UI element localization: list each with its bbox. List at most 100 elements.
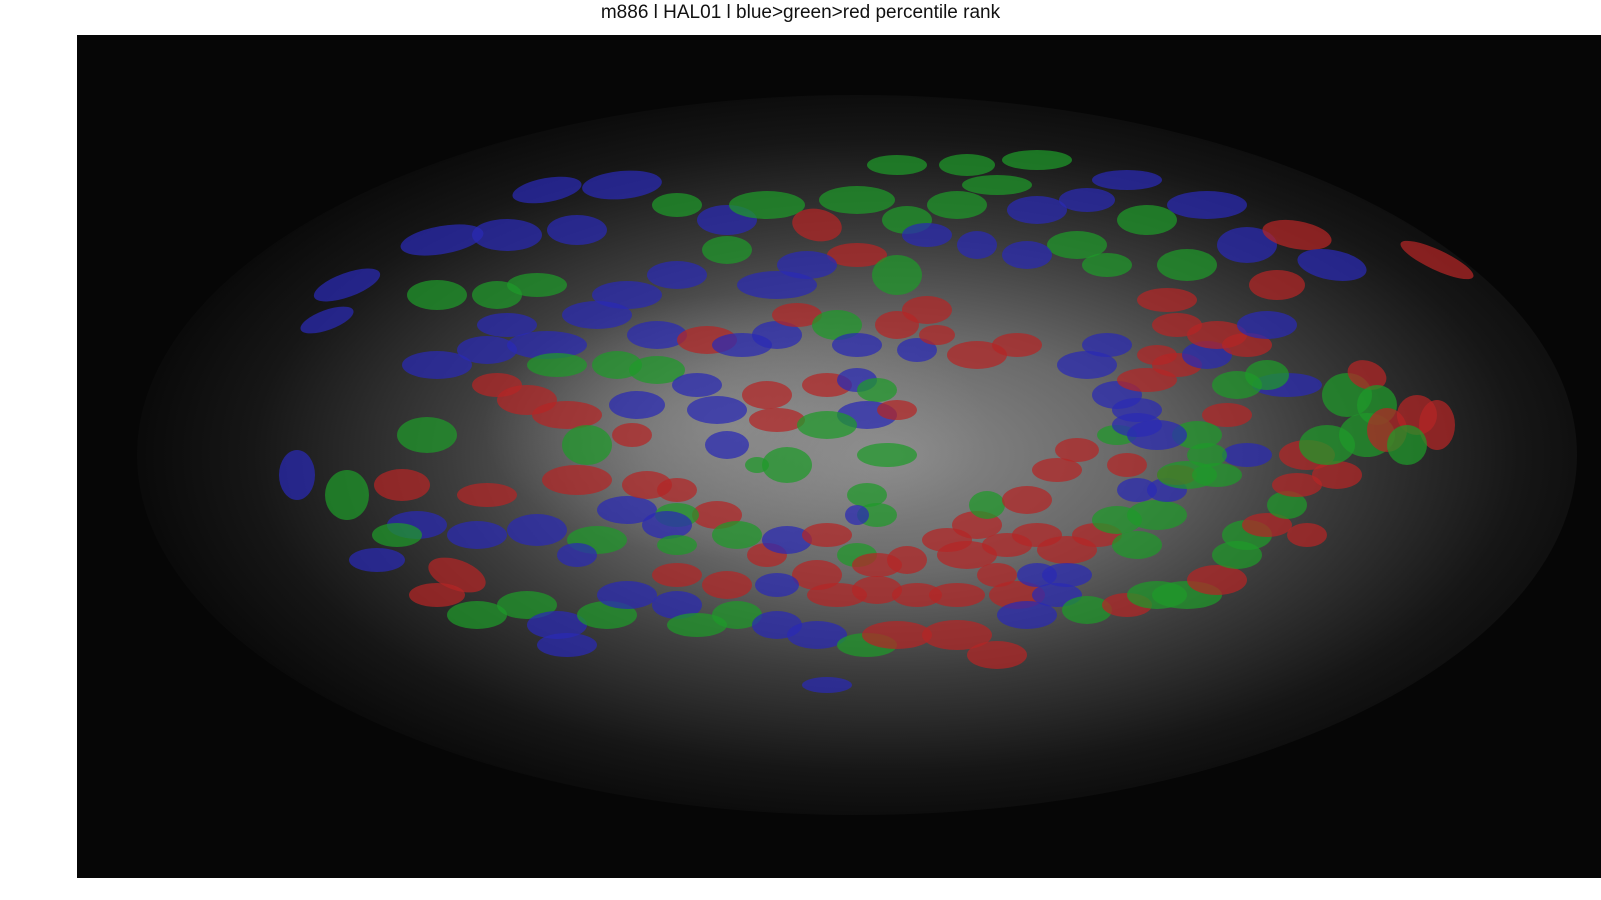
cell-roi	[527, 353, 587, 377]
cell-roi	[1152, 313, 1202, 337]
cell-roi	[877, 400, 917, 420]
cell-roi	[702, 571, 752, 599]
cell-roi	[892, 583, 942, 607]
cell-roi	[1107, 453, 1147, 477]
cell-roi	[582, 170, 662, 200]
cell-roi	[1057, 351, 1117, 379]
cell-roi	[1157, 249, 1217, 281]
cell-roi	[1117, 478, 1157, 502]
cell-roi	[797, 411, 857, 439]
cell-roi	[1047, 231, 1107, 259]
cell-roi	[902, 296, 952, 324]
cell-roi	[1032, 458, 1082, 482]
cell-roi	[279, 450, 315, 500]
cell-roi	[762, 447, 812, 483]
cell-roi	[927, 191, 987, 219]
cell-roi	[349, 548, 405, 572]
cell-roi	[1222, 333, 1272, 357]
cell-roi	[742, 381, 792, 409]
cell-roi	[1419, 400, 1455, 450]
cell-roi	[527, 611, 587, 639]
cell-roi	[832, 333, 882, 357]
cell-roi	[507, 331, 587, 359]
cell-roi	[812, 310, 862, 340]
cell-roi	[1245, 360, 1289, 390]
figure-title: m886 l HAL01 l blue>green>red percentile…	[600, 2, 1001, 23]
cell-roi	[1042, 563, 1092, 587]
cell-roi	[477, 313, 537, 337]
cell-roi	[749, 408, 805, 432]
cell-roi	[845, 505, 869, 525]
cell-roi	[755, 573, 799, 597]
cell-roi	[919, 325, 955, 345]
cell-roi	[857, 378, 897, 402]
cell-roi	[562, 301, 632, 329]
cell-roi	[687, 396, 747, 424]
cell-roi	[1297, 249, 1367, 281]
cell-roi	[512, 176, 582, 204]
cell-roi	[313, 268, 381, 302]
cell-roi	[1400, 240, 1474, 280]
cell-roi	[702, 236, 752, 264]
cell-roi	[1127, 500, 1187, 530]
cell-roi	[777, 251, 837, 279]
cell-roi	[507, 273, 567, 297]
cell-roi	[1055, 438, 1099, 462]
cell-roi	[712, 521, 762, 549]
cell-roi	[1082, 253, 1132, 277]
cell-roi	[562, 425, 612, 465]
cell-roi	[1002, 486, 1052, 514]
cell-roi	[929, 583, 985, 607]
microscopy-image	[77, 35, 1601, 878]
cell-roi	[1137, 345, 1177, 365]
cell-roi	[407, 280, 467, 310]
cell-roi	[609, 391, 665, 419]
cell-roi	[897, 338, 937, 362]
cell-roi	[737, 271, 817, 299]
cell-roi	[507, 514, 567, 546]
cell-roi	[887, 546, 927, 574]
cell-roi	[807, 583, 867, 607]
cell-roi	[1217, 227, 1277, 263]
cell-roi	[652, 193, 702, 217]
cell-roi	[1287, 523, 1327, 547]
cell-roi	[1007, 196, 1067, 224]
cell-roi	[447, 521, 507, 549]
cell-roi	[457, 336, 517, 364]
cell-roi	[1347, 360, 1387, 390]
cell-roi	[1117, 205, 1177, 235]
cell-roi	[967, 641, 1027, 669]
cell-roi	[705, 431, 749, 459]
cell-roi	[557, 543, 597, 567]
cell-roi	[325, 470, 369, 520]
cell-roi	[819, 186, 895, 214]
cell-roi	[1002, 241, 1052, 269]
cell-roi	[457, 483, 517, 507]
cell-roi	[400, 224, 484, 256]
cell-roi	[937, 541, 997, 569]
cell-roi	[1092, 170, 1162, 190]
cell-roi	[1187, 565, 1247, 595]
cell-roi	[547, 215, 607, 245]
cell-roi	[762, 526, 812, 554]
cell-roi	[792, 208, 842, 242]
cell-roi	[1312, 461, 1362, 489]
cell-roi	[374, 469, 430, 501]
cell-roi	[372, 523, 422, 547]
cell-roi	[857, 443, 917, 467]
cell-roi	[657, 478, 697, 502]
cell-roi	[1127, 420, 1187, 450]
cell-roi	[300, 306, 354, 334]
cell-roi	[1237, 311, 1297, 339]
cell-roi	[1222, 443, 1272, 467]
cell-roi	[997, 601, 1057, 629]
cell-roi	[872, 255, 922, 295]
cell-roi	[629, 356, 685, 384]
cell-roi	[792, 560, 842, 590]
cell-roi	[922, 620, 992, 650]
cell-roi	[1387, 425, 1427, 465]
cell-roi	[1082, 333, 1132, 357]
cell-roi	[1242, 513, 1292, 537]
cell-roi	[957, 231, 997, 259]
cell-roi	[472, 219, 542, 251]
